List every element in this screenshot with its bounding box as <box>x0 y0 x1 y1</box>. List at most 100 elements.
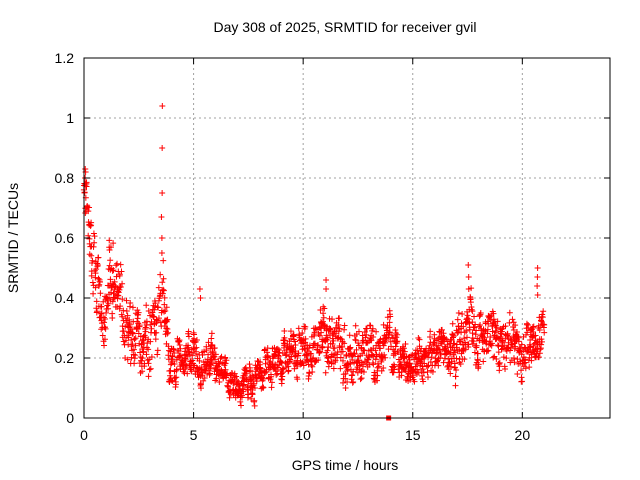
data-point <box>86 251 93 258</box>
data-point <box>334 324 341 331</box>
data-point <box>461 335 468 342</box>
data-point <box>127 300 134 307</box>
data-point <box>216 378 223 385</box>
data-point <box>459 311 466 317</box>
data-point <box>105 305 112 312</box>
data-point <box>205 351 212 358</box>
data-point <box>306 370 313 377</box>
data-point <box>453 355 460 362</box>
data-point <box>142 325 149 332</box>
data-point <box>521 360 528 367</box>
data-point <box>109 298 116 305</box>
data-point <box>143 351 150 358</box>
data-point <box>151 306 158 313</box>
data-point <box>488 340 495 347</box>
data-point <box>309 363 316 370</box>
data-point <box>315 342 322 349</box>
data-point <box>470 338 477 345</box>
data-point <box>268 384 275 391</box>
y-tick-label: 1 <box>66 110 74 126</box>
data-point <box>277 358 284 365</box>
data-point <box>496 367 503 374</box>
data-point <box>401 348 408 355</box>
data-point <box>453 367 460 374</box>
data-point <box>223 357 230 364</box>
data-point <box>457 361 464 368</box>
data-point <box>493 356 500 363</box>
data-point <box>152 300 159 307</box>
data-point <box>467 299 474 306</box>
data-point <box>305 373 312 380</box>
x-tick-label: 10 <box>295 427 311 443</box>
data-point <box>370 353 377 360</box>
data-point <box>145 373 152 380</box>
data-point <box>268 379 275 386</box>
data-point <box>536 326 543 333</box>
data-point <box>378 367 385 374</box>
data-point <box>463 327 470 334</box>
data-point <box>471 313 478 320</box>
data-point <box>196 357 203 364</box>
data-point <box>191 331 198 338</box>
data-point <box>95 275 102 282</box>
data-point <box>503 355 510 362</box>
data-point <box>209 359 216 366</box>
data-point-spike <box>534 283 541 289</box>
data-point <box>454 316 461 323</box>
data-point <box>216 360 223 367</box>
data-point <box>248 395 255 402</box>
data-point <box>81 189 88 196</box>
data-point <box>316 332 323 339</box>
data-point <box>337 365 344 372</box>
data-point <box>225 383 232 390</box>
data-point <box>163 304 170 311</box>
data-point <box>107 257 114 264</box>
data-point <box>424 369 431 376</box>
data-point <box>118 268 125 275</box>
data-point <box>139 368 146 375</box>
data-point <box>232 389 239 396</box>
data-point <box>416 336 423 343</box>
data-point <box>319 344 326 351</box>
data-point <box>414 366 421 373</box>
data-point <box>247 367 254 374</box>
data-point <box>351 350 358 357</box>
data-point <box>518 341 525 348</box>
data-point <box>153 318 160 325</box>
data-point <box>177 345 184 352</box>
data-point <box>522 359 529 366</box>
data-point <box>448 363 455 370</box>
data-point <box>165 343 172 350</box>
data-point <box>411 378 418 385</box>
data-point <box>382 354 389 361</box>
data-point <box>154 351 161 358</box>
data-point <box>510 326 517 333</box>
data-point <box>160 275 167 282</box>
data-point <box>182 356 189 363</box>
data-point <box>324 337 331 344</box>
data-point-spike <box>323 277 330 283</box>
data-point <box>131 336 138 343</box>
data-point <box>302 335 309 342</box>
data-point <box>504 330 511 337</box>
data-point <box>113 273 120 280</box>
data-point <box>102 315 109 322</box>
data-point <box>458 320 465 327</box>
data-point <box>193 336 200 343</box>
data-point <box>473 327 480 334</box>
data-point <box>148 354 155 361</box>
data-point <box>386 324 393 331</box>
data-point <box>120 327 127 334</box>
data-point <box>101 336 108 343</box>
data-point <box>506 319 513 326</box>
data-point <box>539 314 546 321</box>
data-point <box>502 365 509 372</box>
data-point <box>468 306 475 313</box>
data-point <box>119 313 126 320</box>
data-point <box>89 257 96 264</box>
data-point <box>541 329 548 336</box>
data-point <box>366 322 373 329</box>
data-point <box>449 320 456 327</box>
data-point <box>490 354 497 361</box>
data-point <box>134 307 141 314</box>
